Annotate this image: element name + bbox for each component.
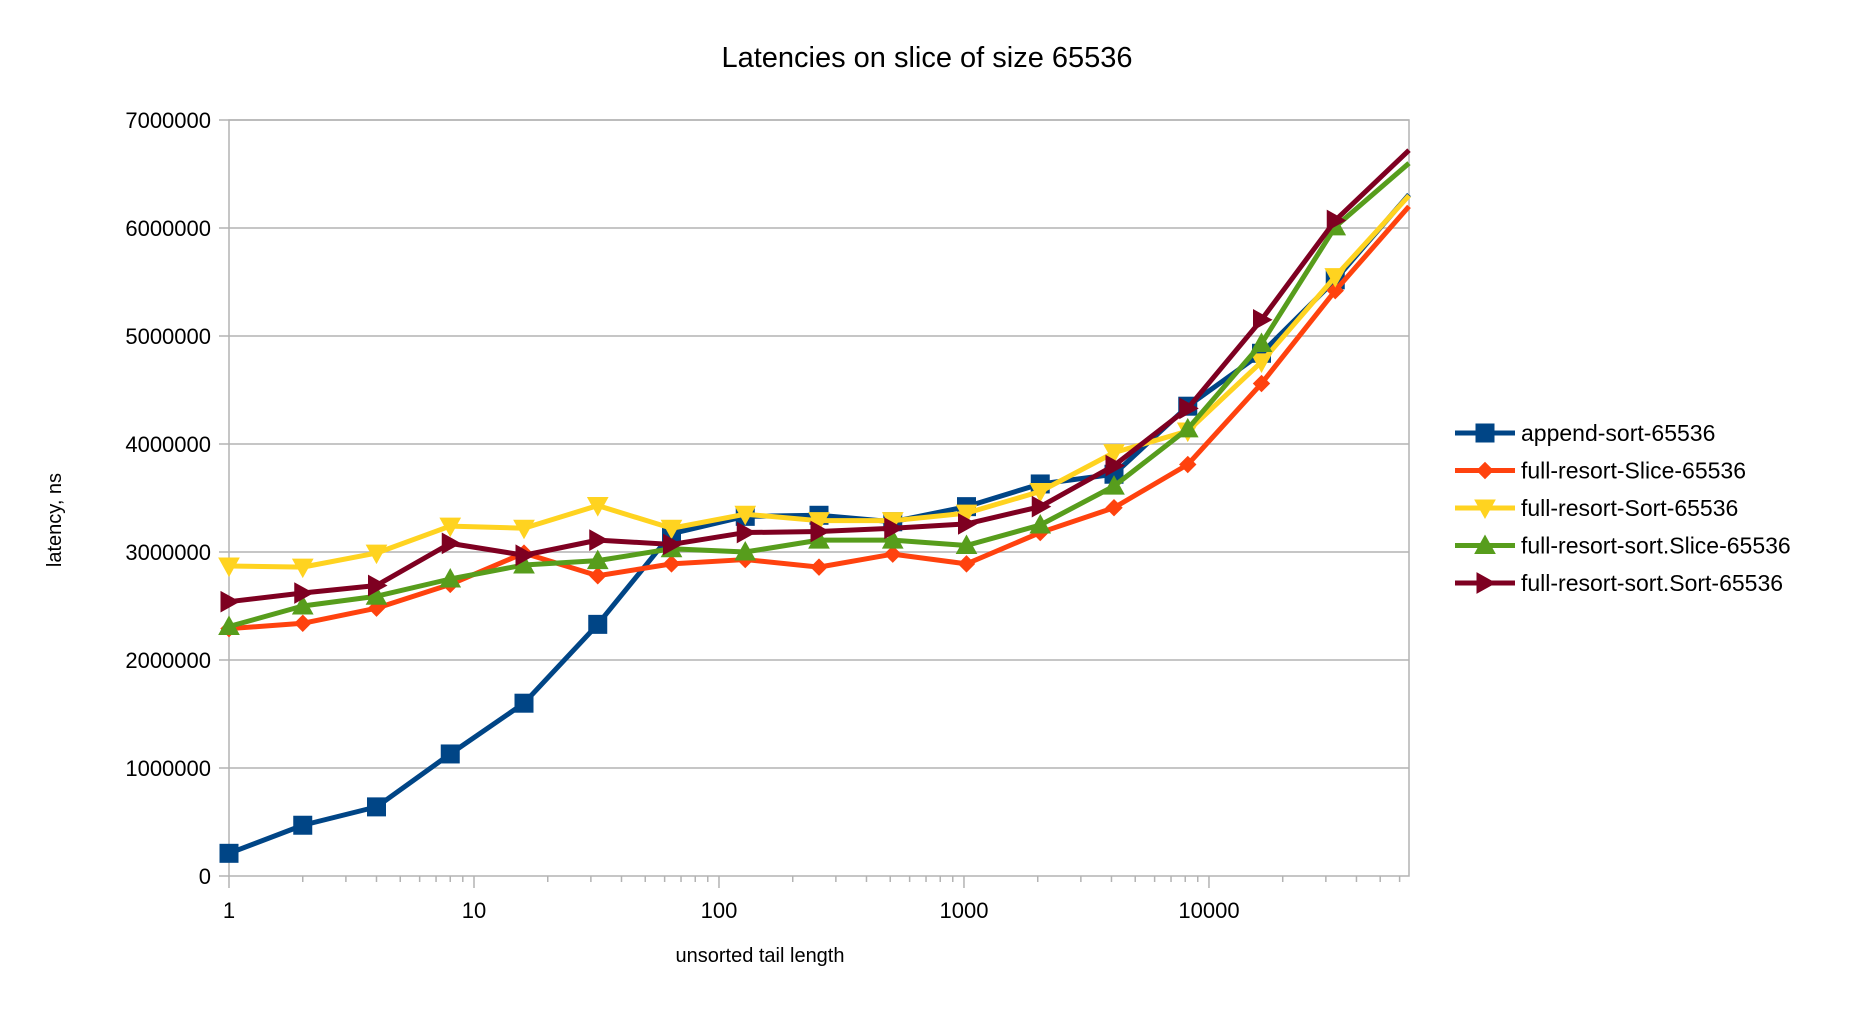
data-point (736, 521, 757, 544)
legend-item: full-resort-sort.Sort-65536 (1455, 570, 1783, 596)
data-point (291, 594, 314, 615)
data-point (365, 544, 388, 565)
x-tick-label: 1000 (940, 898, 989, 923)
data-point (1103, 444, 1125, 464)
data-point (957, 555, 976, 573)
y-tick-label: 6000000 (125, 216, 211, 241)
legend-label: append-sort-65536 (1521, 420, 1715, 446)
data-point (881, 529, 904, 549)
data-point (514, 693, 534, 713)
y-axis-label: latency, ns (44, 473, 66, 567)
data-point (515, 544, 536, 567)
data-point (955, 504, 978, 525)
data-point (586, 497, 609, 517)
data-point (368, 574, 388, 597)
data-point (734, 540, 757, 561)
y-tick-label: 4000000 (125, 432, 211, 457)
x-axis-label: unsorted tail length (675, 945, 844, 967)
data-point (293, 815, 313, 835)
data-point (291, 558, 314, 579)
data-point (367, 797, 386, 817)
data-point (294, 614, 312, 632)
data-point (1326, 281, 1344, 300)
data-point (1105, 499, 1123, 517)
legend-item: full-resort-Slice-65536 (1455, 458, 1746, 484)
data-point (1253, 308, 1273, 331)
data-point (1031, 495, 1052, 518)
data-point (660, 519, 683, 540)
data-point (1103, 475, 1125, 495)
data-point (220, 590, 241, 613)
y-tick-label: 2000000 (125, 648, 211, 673)
y-tick-label: 5000000 (125, 324, 211, 349)
data-point (588, 614, 608, 634)
data-point (218, 615, 240, 636)
data-point (1179, 397, 1199, 420)
data-point (1324, 268, 1347, 288)
data-point (810, 520, 831, 543)
data-point (1029, 513, 1052, 534)
data-point (1105, 454, 1126, 477)
legend-swatch-marker (1476, 572, 1497, 594)
legend-item: full-resort-sort.Slice-65536 (1455, 533, 1791, 559)
y-tick-label: 3000000 (125, 540, 211, 565)
legend-item: full-resort-Sort-65536 (1455, 495, 1738, 521)
series-full-resort-Sort-65536 (218, 193, 1411, 579)
data-point (441, 532, 462, 555)
data-point (219, 843, 239, 863)
data-point (955, 534, 978, 555)
data-point (586, 549, 609, 570)
data-point (294, 582, 314, 604)
legend-item: append-sort-65536 (1455, 420, 1715, 446)
data-point (884, 545, 902, 563)
y-tick-label: 7000000 (125, 108, 211, 133)
x-tick-label: 100 (701, 898, 738, 923)
data-point (589, 567, 607, 585)
data-point (1252, 374, 1271, 393)
x-tick-label: 10 (462, 898, 486, 923)
data-point (513, 519, 535, 540)
legend-label: full-resort-sort.Slice-65536 (1521, 533, 1791, 559)
legend-label: full-resort-sort.Sort-65536 (1521, 570, 1783, 596)
legend-label: full-resort-Sort-65536 (1521, 495, 1738, 521)
data-point (663, 533, 683, 556)
data-point (662, 555, 681, 573)
x-tick-label: 1 (223, 898, 235, 923)
chart-title: Latencies on slice of size 65536 (721, 42, 1132, 74)
data-point (1029, 483, 1052, 503)
data-point (808, 512, 830, 532)
data-point (884, 517, 904, 540)
data-point (1250, 332, 1273, 353)
data-point (439, 517, 462, 538)
data-point (734, 505, 757, 526)
legend-swatch-marker (1474, 534, 1496, 554)
data-point (1326, 209, 1347, 232)
data-point (439, 567, 462, 588)
legend-swatch-marker (1475, 423, 1495, 443)
data-point (1250, 353, 1273, 373)
data-point (440, 744, 460, 764)
data-point (589, 529, 609, 551)
legend-swatch-marker (1474, 499, 1496, 520)
data-point (1176, 417, 1199, 438)
y-tick-label: 1000000 (125, 756, 211, 781)
legend-swatch-marker (1476, 461, 1494, 480)
plot-frame (228, 119, 1410, 877)
data-point (1179, 455, 1197, 474)
y-tick-label: 0 (199, 864, 211, 889)
legend-label: full-resort-Slice-65536 (1521, 458, 1746, 484)
series-full-resort-sort.Sort-65536 (220, 148, 1411, 613)
data-point (218, 557, 240, 578)
data-point (958, 513, 978, 535)
data-point (365, 585, 388, 605)
x-tick-label: 10000 (1178, 898, 1239, 923)
data-point (810, 558, 828, 576)
series-line (228, 161, 1411, 629)
